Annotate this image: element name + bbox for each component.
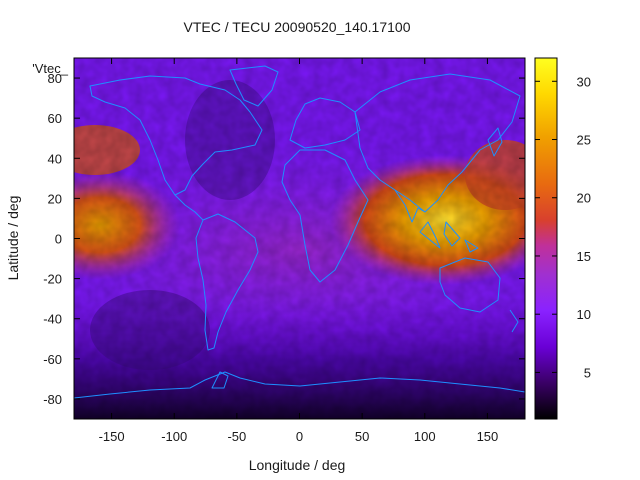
coastlines: [74, 65, 525, 399]
colorbar: [534, 57, 558, 420]
x-axis-label: Longitude / deg: [249, 457, 346, 473]
y-tick-label: -60: [43, 352, 62, 367]
coastline-north-america: [89, 75, 263, 196]
x-axis-ticks: -150 -100 -50 0 50 100 150: [99, 58, 499, 444]
heatmap-plot-area: [74, 58, 525, 419]
coastline-india: [394, 189, 426, 223]
x-tick-label: 0: [296, 429, 303, 444]
x-tick-label: 50: [355, 429, 369, 444]
chart-title: VTEC / TECU 20090520_140.17100: [183, 19, 410, 35]
coastline-maritime: [419, 221, 479, 253]
x-tick-label: 150: [477, 429, 499, 444]
colorbar-tick-label: 20: [577, 191, 591, 206]
y-tick-label: 40: [48, 151, 62, 166]
colorbar-tick-label: 10: [577, 307, 591, 322]
coastline-new-zealand: [509, 309, 519, 333]
coastline-antarctica: [74, 371, 525, 399]
colorbar-tick-label: 15: [577, 249, 591, 264]
x-tick-label: -150: [99, 429, 125, 444]
y-tick-label: -80: [43, 392, 62, 407]
coastline-antarctic-peninsula: [211, 371, 229, 389]
y-axis-ticks: -80 -60 -40 -20 0 20 40 60 80: [43, 71, 525, 407]
coastline-africa: [281, 149, 369, 283]
y-tick-label: 60: [48, 111, 62, 126]
y-axis-label: Latitude / deg: [5, 196, 21, 281]
coastline-australia: [439, 257, 501, 313]
colorbar-tick-label: 25: [577, 133, 591, 148]
colorbar-tick-label: 5: [584, 365, 591, 380]
heatmap-pixel-noise: [74, 58, 525, 419]
series-label: 'Vtec_: [32, 61, 68, 76]
y-tick-label: 20: [48, 191, 62, 206]
y-tick-label: 0: [55, 232, 62, 247]
coastline-japan: [487, 127, 503, 157]
colorbar-ticks: 5 10 15 20 25 30: [535, 74, 591, 380]
y-tick-label: 80: [48, 71, 62, 86]
colorbar-tick-label: 30: [577, 74, 591, 89]
y-tick-label: -40: [43, 312, 62, 327]
x-tick-label: -50: [227, 429, 246, 444]
x-tick-label: -100: [161, 429, 187, 444]
coastline-greenland: [229, 65, 279, 107]
coastline-central-america: [174, 194, 204, 221]
x-tick-label: 100: [414, 429, 436, 444]
coastline-south-america: [195, 213, 259, 351]
coastline-asia: [354, 73, 521, 213]
y-tick-label: -20: [43, 272, 62, 287]
